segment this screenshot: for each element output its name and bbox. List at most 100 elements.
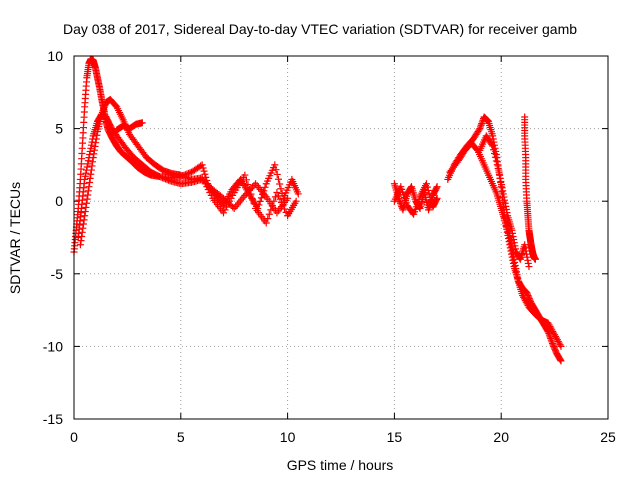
data-point (84, 191, 92, 199)
data-point (548, 338, 556, 346)
data-points (70, 55, 565, 365)
data-point (510, 255, 518, 263)
data-point (88, 162, 96, 170)
data-point (524, 259, 532, 267)
data-point (98, 108, 106, 116)
data-point (499, 187, 507, 195)
data-point (270, 197, 278, 205)
data-point (294, 190, 302, 198)
data-point (503, 209, 511, 217)
data-point (262, 219, 270, 227)
data-point (433, 196, 441, 204)
data-point (186, 169, 194, 177)
data-point (264, 215, 272, 223)
data-point (501, 196, 509, 204)
data-point (514, 274, 522, 282)
data-point (76, 241, 84, 249)
data-point (271, 193, 279, 201)
data-point (198, 161, 206, 169)
data-point (425, 190, 433, 198)
data-point (496, 171, 504, 179)
data-point (162, 175, 170, 183)
data-point (497, 177, 505, 185)
data-point (489, 132, 497, 140)
data-point (81, 172, 89, 180)
data-point (478, 120, 486, 128)
data-point (93, 131, 101, 139)
data-point (155, 173, 163, 181)
data-point (277, 198, 285, 206)
data-point (433, 184, 441, 192)
data-point (98, 110, 106, 118)
data-point (184, 174, 192, 182)
data-point (81, 212, 89, 220)
data-point (158, 174, 166, 182)
data-point (426, 193, 434, 201)
data-point (183, 174, 191, 182)
data-point (81, 208, 89, 216)
data-point (245, 185, 253, 193)
data-point (524, 256, 532, 264)
x-tick-label: 20 (493, 429, 509, 445)
data-point (507, 240, 515, 248)
data-point (261, 183, 269, 191)
data-point (165, 176, 173, 184)
data-point (99, 107, 107, 115)
y-tick-label: 0 (55, 193, 63, 209)
data-point (273, 188, 281, 196)
data-point (255, 201, 263, 209)
data-point (101, 102, 109, 110)
data-point (244, 181, 252, 189)
x-tick-label: 10 (280, 429, 296, 445)
data-point (271, 161, 279, 169)
data-point (547, 336, 555, 344)
data-point (510, 239, 518, 247)
data-point (86, 147, 94, 155)
data-point (525, 263, 533, 271)
plot-frame (73, 55, 609, 420)
data-point (181, 173, 189, 181)
data-point (502, 202, 510, 210)
data-point (496, 174, 504, 182)
data-point (499, 190, 507, 198)
data-point (83, 199, 91, 207)
data-point (506, 234, 514, 241)
data-point (423, 183, 431, 191)
data-point (498, 184, 506, 192)
data-point (276, 180, 284, 188)
data-point (78, 232, 86, 240)
data-point (506, 237, 514, 245)
data-point (178, 172, 186, 180)
data-point (84, 187, 92, 195)
data-point (477, 121, 485, 129)
data-point (84, 160, 92, 168)
data-point (273, 170, 281, 178)
data-point (495, 168, 503, 176)
data-point (81, 175, 89, 183)
data-point (89, 158, 97, 166)
data-point (476, 125, 484, 133)
data-point (85, 183, 93, 191)
data-point (274, 192, 282, 200)
data-point (522, 247, 530, 255)
x-tick-label: 5 (177, 429, 185, 445)
data-point (86, 174, 94, 182)
data-point (512, 268, 520, 276)
data-point (277, 185, 285, 193)
data-point (87, 166, 95, 174)
data-point (523, 250, 531, 258)
data-point (521, 241, 529, 249)
x-tick-label: 15 (387, 429, 403, 445)
data-point (89, 154, 97, 162)
data-point (242, 176, 250, 184)
data-point (241, 171, 249, 179)
data-point (82, 169, 90, 177)
data-point (100, 105, 108, 113)
data-point (476, 123, 484, 131)
data-point (491, 153, 499, 161)
data-point (199, 164, 207, 172)
data-point (87, 170, 95, 178)
data-point (511, 258, 519, 266)
data-point (508, 229, 516, 237)
